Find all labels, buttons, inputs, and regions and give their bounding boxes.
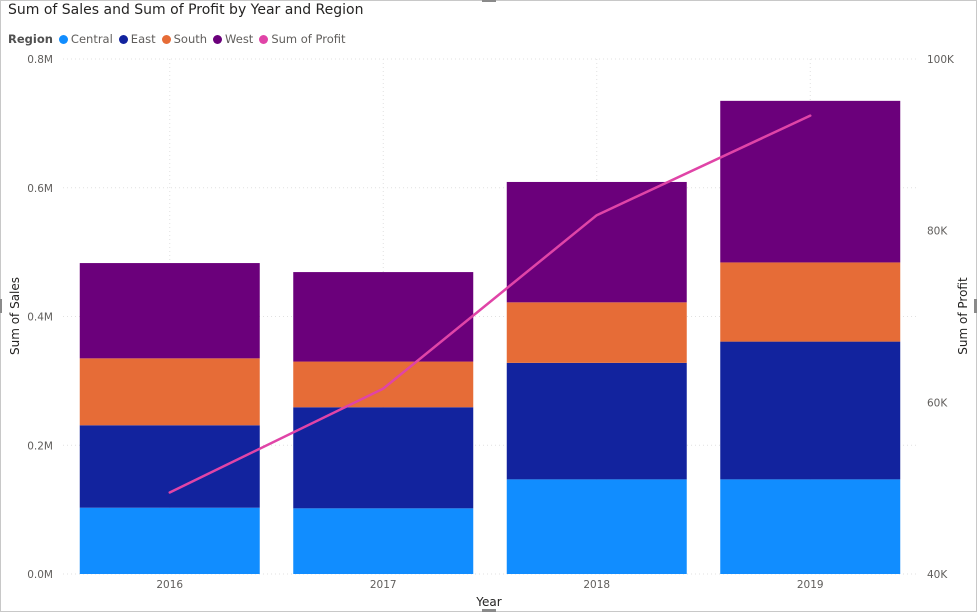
bar-west-2016[interactable] — [79, 263, 260, 359]
bar-central-2019[interactable] — [720, 479, 901, 574]
bar-east-2019[interactable] — [720, 341, 901, 480]
y2-tick-label: 80K — [927, 226, 948, 238]
resize-handle-right[interactable] — [974, 299, 977, 313]
legend-label-west: West — [225, 32, 254, 46]
bar-central-2017[interactable] — [293, 508, 474, 574]
y-tick-label: 0.4M — [27, 312, 53, 324]
legend-item-sum-of-profit[interactable]: Sum of Profit — [259, 32, 346, 46]
resize-handle-top[interactable] — [482, 0, 496, 2]
bar-south-2019[interactable] — [720, 262, 901, 342]
x-tick-label: 2017 — [370, 579, 397, 591]
y2-tick-label: 100K — [927, 54, 955, 66]
legend-marker-east — [118, 34, 128, 44]
legend-marker-west — [213, 34, 223, 44]
legend-marker-central — [58, 34, 68, 44]
bar-east-2017[interactable] — [293, 407, 474, 509]
legend-item-south[interactable]: South — [161, 32, 208, 46]
chart-legend: Region Central East South West Sum of Pr… — [8, 31, 352, 47]
y-tick-label: 0.0M — [27, 569, 53, 581]
line-sum-of-profit[interactable] — [168, 114, 812, 494]
legend-label-east: East — [130, 32, 156, 46]
chart-title: Sum of Sales and Sum of Profit by Year a… — [8, 2, 364, 18]
bar-west-2018[interactable] — [506, 181, 687, 303]
bar-east-2018[interactable] — [506, 362, 687, 480]
bar-east-2016[interactable] — [79, 425, 260, 508]
y2-tick-label: 60K — [927, 397, 948, 409]
bar-central-2018[interactable] — [506, 479, 687, 574]
y2-axis-title: Sum of Profit — [956, 277, 970, 355]
y-tick-label: 0.2M — [27, 440, 53, 452]
legend-item-central[interactable]: Central — [58, 32, 113, 46]
y-tick-label: 0.6M — [27, 183, 53, 195]
resize-handle-left[interactable] — [0, 299, 2, 313]
legend-marker-sum-of-profit — [259, 34, 269, 44]
x-axis-title: Year — [475, 595, 501, 609]
bar-central-2016[interactable] — [79, 507, 260, 574]
y-tick-label: 0.8M — [27, 54, 53, 66]
bar-south-2018[interactable] — [506, 302, 687, 363]
resize-handle-bottom[interactable] — [482, 609, 496, 612]
legend-item-east[interactable]: East — [118, 32, 156, 46]
legend-label-central: Central — [70, 32, 113, 46]
y-axis-title: Sum of Sales — [8, 277, 22, 355]
legend-marker-south — [161, 34, 171, 44]
legend-title: Region — [8, 32, 53, 46]
bar-west-2019[interactable] — [720, 100, 901, 263]
bar-south-2017[interactable] — [293, 361, 474, 408]
bar-west-2017[interactable] — [293, 272, 474, 362]
x-tick-label: 2016 — [156, 579, 183, 591]
x-tick-label: 2019 — [797, 579, 824, 591]
y2-tick-label: 40K — [927, 569, 948, 581]
legend-item-west[interactable]: West — [213, 32, 253, 46]
legend-label-sum-of-profit: Sum of Profit — [271, 32, 346, 46]
x-tick-label: 2018 — [583, 579, 610, 591]
bar-south-2016[interactable] — [79, 358, 260, 426]
legend-label-south: South — [173, 32, 208, 46]
